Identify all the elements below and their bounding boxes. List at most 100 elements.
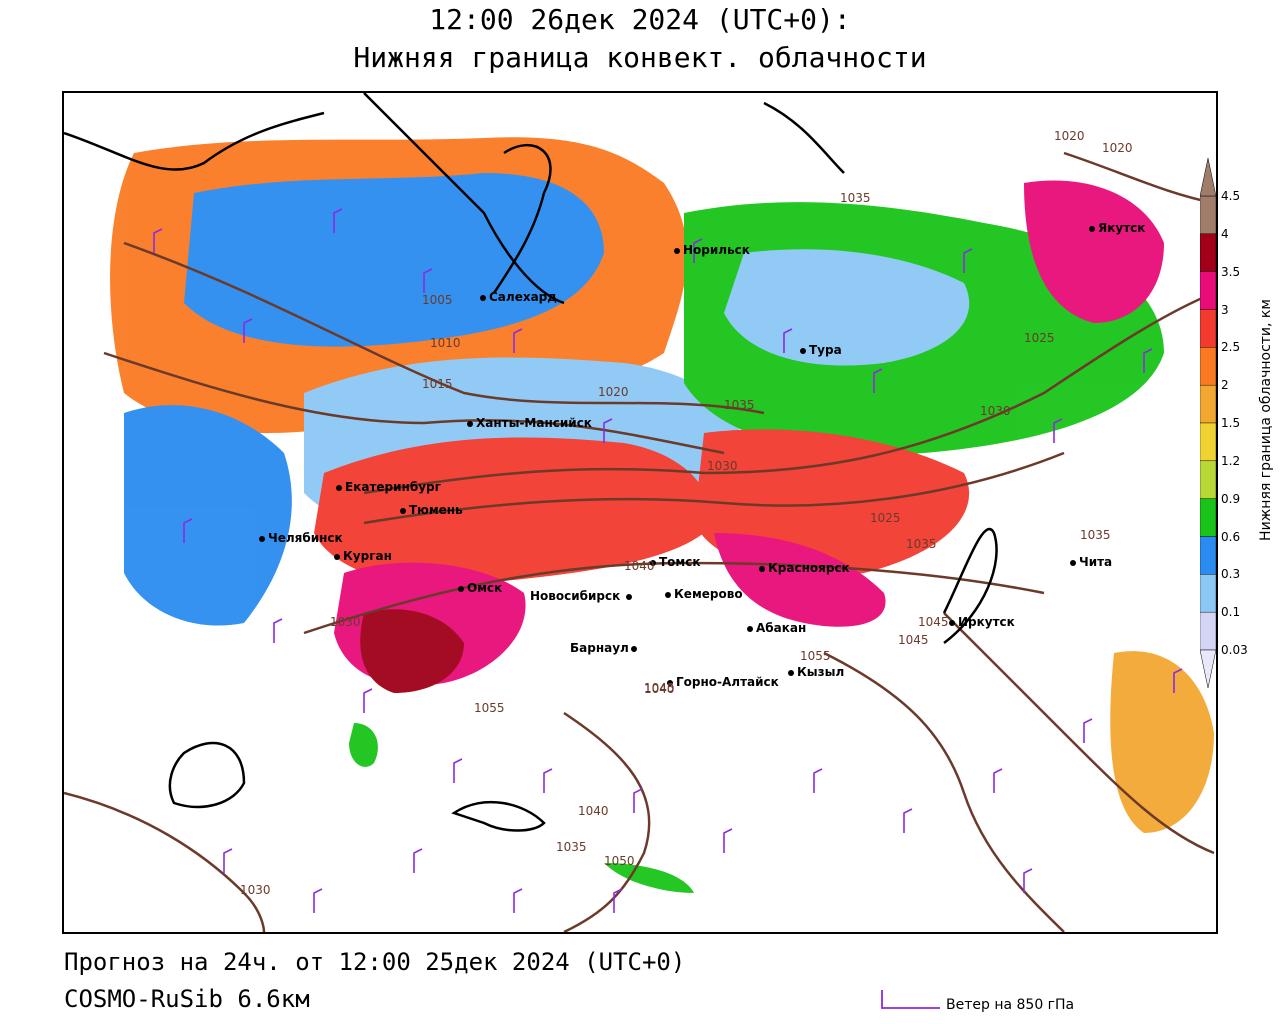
city-label: Барнаул xyxy=(570,641,629,655)
colorbar-swatch xyxy=(1200,309,1216,348)
isobar-label: 1040 xyxy=(624,559,655,573)
city-label: Норильск xyxy=(683,243,750,257)
isobar-label: 1020 xyxy=(1054,129,1085,143)
city-kyzyl: Кызыл xyxy=(788,665,844,679)
colorbar-tick-label: 1.2 xyxy=(1221,453,1241,468)
city-yekaterinburg: Екатеринбург xyxy=(336,480,441,494)
map-subtitle: Нижняя граница конвект. облачности xyxy=(353,41,927,74)
city-dot-icon xyxy=(759,565,765,572)
city-dot-icon xyxy=(480,294,486,301)
colorbar-tick-label: 4 xyxy=(1221,226,1229,241)
colorbar-tick-label: 0.9 xyxy=(1221,491,1241,506)
city-label: Чита xyxy=(1079,555,1113,569)
colorbar-swatch xyxy=(1200,574,1216,613)
isobar-label: 1055 xyxy=(800,649,831,663)
city-label: Екатеринбург xyxy=(345,480,441,494)
isobar-label: 1035 xyxy=(906,537,937,551)
isobar-label: 1025 xyxy=(1024,331,1055,345)
city-norilsk: Норильск xyxy=(674,243,750,257)
city-dot-icon xyxy=(665,591,671,598)
colorbar-swatch xyxy=(1200,536,1216,575)
isobar-label: 1030 xyxy=(707,459,738,473)
map-title: 12:00 26дек 2024 (UTC+0): xyxy=(429,3,851,36)
city-chita: Чита xyxy=(1070,555,1112,569)
isobar-label: 1005 xyxy=(422,293,453,307)
colorbar-swatch xyxy=(1200,195,1216,235)
isobar-label: 1045 xyxy=(644,681,675,695)
isobar-label: 1020 xyxy=(598,385,629,399)
city-dot-icon xyxy=(458,585,464,592)
wind-barbs xyxy=(153,208,1183,913)
city-tomsk: Томск xyxy=(650,555,701,569)
city-kemerovo: Кемерово xyxy=(665,587,743,601)
colorbar-tick-label: 2.5 xyxy=(1221,340,1241,355)
city-label: Ханты-Мансийск xyxy=(476,416,592,430)
colorbar-swatch xyxy=(1200,271,1216,310)
colorbar-swatch xyxy=(1200,422,1216,462)
colorbar-tick-label: 3 xyxy=(1221,302,1229,317)
colorbar-title: Нижняя граница облачности, км xyxy=(1258,299,1274,541)
city-label: Красноярск xyxy=(768,561,850,575)
city-dot-icon xyxy=(626,593,633,600)
city-chelyabinsk: Челябинск xyxy=(259,531,343,545)
city-label: Кемерово xyxy=(674,587,743,601)
isobar-label: 1045 xyxy=(898,633,929,647)
isobar-label: 1035 xyxy=(724,398,755,412)
isobar-label: 1010 xyxy=(430,336,461,350)
city-dot-icon xyxy=(259,535,265,542)
city-label: Челябинск xyxy=(268,531,343,545)
isobar-label: 1020 xyxy=(1102,141,1133,155)
colorbar-tick-label: 0.3 xyxy=(1221,567,1241,582)
city-label: Салехард xyxy=(489,290,557,304)
city-dot-icon xyxy=(788,669,794,676)
city-gorno-altaysk: Горно-Алтайск xyxy=(667,675,779,689)
colorbar-swatch xyxy=(1200,384,1216,424)
city-label: Кызыл xyxy=(797,665,845,679)
city-label: Тюмень xyxy=(409,503,463,517)
city-novosibirsk: Новосибирск xyxy=(530,589,635,603)
colorbar-tick-label: 4.5 xyxy=(1221,189,1241,203)
isobar-label: 1035 xyxy=(556,840,587,854)
colorbar-swatch xyxy=(1200,233,1216,272)
city-dot-icon xyxy=(630,645,637,652)
isobar-label: 1035 xyxy=(1080,528,1111,542)
colorbar-swatch xyxy=(1200,347,1216,386)
city-kurgan: Курган xyxy=(334,549,392,563)
city-tyumen: Тюмень xyxy=(400,503,463,517)
colorbar-swatch xyxy=(1200,460,1216,499)
city-tura: Тура xyxy=(800,343,842,357)
city-khanty-mansiysk: Ханты-Мансийск xyxy=(467,416,592,430)
colorbar-swatch xyxy=(1200,498,1216,537)
colorbar-tick-label: 2 xyxy=(1221,378,1229,393)
city-dot-icon xyxy=(800,347,806,354)
isobar-label: 1030 xyxy=(980,404,1011,418)
city-label: Омск xyxy=(467,581,503,595)
isobar-label: 1025 xyxy=(870,511,901,525)
city-dot-icon xyxy=(949,619,955,626)
city-dot-icon xyxy=(334,553,340,560)
city-omsk: Омск xyxy=(458,581,502,595)
isobar-label: 1035 xyxy=(840,191,871,205)
city-abakan: Абакан xyxy=(747,621,806,635)
cloud-field xyxy=(110,137,1214,893)
forecast-map[interactable]: Салехард Норильск Якутск Тура Ханты-Манс… xyxy=(62,91,1218,934)
city-salekhard: Салехард xyxy=(480,290,557,304)
isobar-label: 1030 xyxy=(240,883,271,897)
isobar-label: 1050 xyxy=(604,854,635,868)
forecast-info: Прогноз на 24ч. от 12:00 25дек 2024 (UTC… xyxy=(64,948,686,976)
isobar-label: 1030 xyxy=(330,615,361,629)
colorbar xyxy=(1200,158,1216,688)
city-label: Тура xyxy=(809,343,842,357)
city-dot-icon xyxy=(747,625,753,632)
city-barnaul: Барнаул xyxy=(570,641,640,655)
city-irkutsk: Иркутск xyxy=(949,615,1015,629)
isobar-label: 1055 xyxy=(474,701,505,715)
coastlines xyxy=(64,93,998,832)
city-label: Курган xyxy=(343,549,392,563)
model-name: COSMO-RuSib 6.6км xyxy=(64,985,310,1013)
city-label: Томск xyxy=(659,555,701,569)
isobar-label: 1040 xyxy=(644,682,675,696)
city-krasnoyarsk: Красноярск xyxy=(759,561,850,575)
colorbar-tick-label: 3.5 xyxy=(1221,264,1241,279)
isobar-label: 1040 xyxy=(578,804,609,818)
